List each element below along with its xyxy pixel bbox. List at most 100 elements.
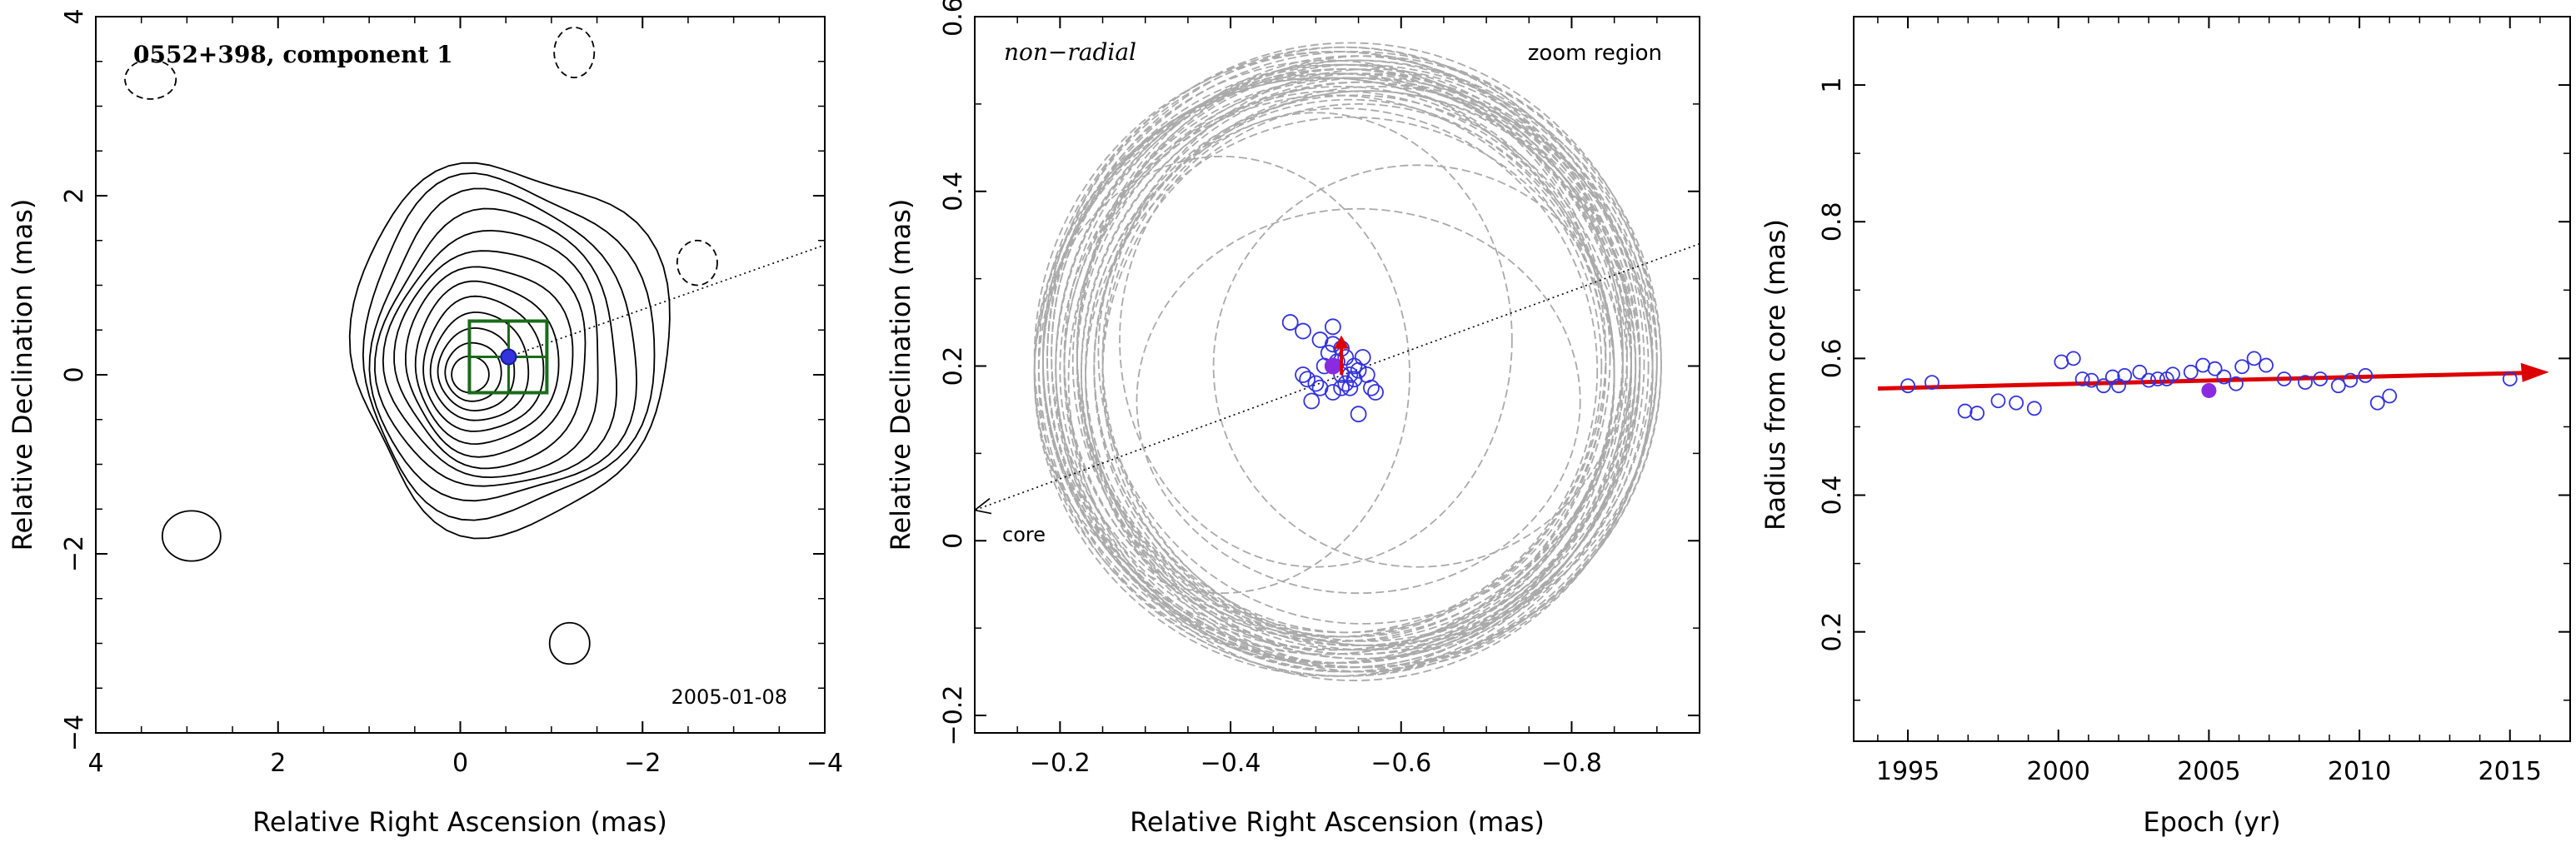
radius-point xyxy=(2343,372,2359,388)
radius-point xyxy=(2216,369,2232,385)
radius-point xyxy=(1957,403,1973,419)
jet-direction-line xyxy=(508,244,825,358)
contour-map-ticks: 4 2 0 −2 −4 −4 −2 0 2 4 xyxy=(60,8,843,778)
contour-level xyxy=(422,295,545,432)
zoom-region-panel: −0.2 −0.4 −0.6 −0.8 −0.2 0 0.2 0.4 0.6 non−radia… xyxy=(885,0,1700,838)
contour-map-x-tick-label: 0 xyxy=(452,749,468,778)
contour-map-y-axis-label: Relative Declination (mas) xyxy=(7,199,38,551)
uncertainty-ellipse xyxy=(1136,207,1581,595)
uncertainty-ellipse xyxy=(1093,86,1658,647)
radius-point xyxy=(2502,371,2518,386)
position-point xyxy=(1303,392,1320,410)
contour-map-y-tick-label: 2 xyxy=(60,187,89,203)
radius-vs-epoch-panel: 1995 2000 2005 2010 2015 0.2 0.4 0.6 0.8 1 Epoch … xyxy=(1760,16,2571,838)
negative-contour xyxy=(553,27,596,79)
zoom-region-x-axis-label: Relative Right Ascension (mas) xyxy=(1130,806,1545,838)
uncertainty-ellipse xyxy=(1051,46,1641,669)
position-point xyxy=(1299,371,1316,388)
negative-contour xyxy=(676,239,718,286)
contour-map-title: 0552+398, component 1 xyxy=(133,41,453,68)
radius-point xyxy=(2195,357,2211,373)
radius-vs-epoch-plot xyxy=(1877,351,2549,421)
uncertainty-ellipse xyxy=(1119,112,1513,568)
radius-point xyxy=(2229,376,2244,391)
contour-level xyxy=(368,187,638,502)
uncertainty-ellipse xyxy=(1212,164,1624,568)
zoom-region-y-tick-label: 0.2 xyxy=(939,346,968,386)
contour-map-x-tick-label: −4 xyxy=(806,749,843,778)
radius-point xyxy=(2150,371,2165,386)
zoom-region-plot xyxy=(975,42,1700,681)
contour-level xyxy=(362,172,656,521)
contour-map-x-axis-label: Relative Right Ascension (mas) xyxy=(252,806,667,838)
highlight-point xyxy=(2201,382,2217,398)
radius-point xyxy=(2207,361,2223,376)
contour-map-y-tick-label: −2 xyxy=(60,536,89,572)
radius-point xyxy=(2165,366,2180,382)
radius-point xyxy=(1900,378,1915,394)
radius-vs-epoch-y-tick-label: 0.8 xyxy=(1818,202,1847,242)
position-point xyxy=(1345,357,1363,375)
contour-island xyxy=(161,510,222,562)
position-point xyxy=(1324,384,1341,401)
position-point xyxy=(1307,375,1325,392)
uncertainty-ellipse xyxy=(1081,77,1654,673)
core-arrowhead xyxy=(975,497,992,515)
zoom-region-x-tick-label: −0.6 xyxy=(1370,749,1431,778)
position-point xyxy=(1324,318,1341,336)
radius-point xyxy=(1969,406,1985,421)
uncertainty-ellipse xyxy=(1076,72,1650,660)
uncertainty-ellipse xyxy=(1041,77,1607,655)
position-point xyxy=(1295,322,1311,340)
radius-vs-epoch-x-tick-label: 2000 xyxy=(2027,757,2090,786)
contour-map-x-tick-label: 4 xyxy=(87,749,103,778)
radius-point xyxy=(1925,375,1939,391)
zoom-region-core-label: core xyxy=(1002,523,1046,546)
component-marker xyxy=(500,348,517,366)
radius-vs-epoch-ticks: 1995 2000 2005 2010 2015 0.2 0.4 0.6 0.8 1 xyxy=(1818,17,2571,786)
uncertainty-ellipse xyxy=(1097,81,1628,625)
radius-point xyxy=(1990,393,2006,409)
radius-point xyxy=(2246,351,2262,366)
radius-point xyxy=(2009,395,2024,411)
radius-point xyxy=(2117,367,2133,383)
position-point xyxy=(1363,379,1380,396)
radius-point xyxy=(2330,378,2346,394)
radius-point xyxy=(2096,378,2111,394)
uncertainty-ellipse xyxy=(1055,63,1662,669)
contour-map-plot xyxy=(124,27,825,665)
position-point xyxy=(1350,406,1367,423)
radius-vs-epoch-y-axis-label: Radius from core (mas) xyxy=(1760,219,1791,531)
position-point xyxy=(1367,384,1384,401)
mean-position-marker xyxy=(1324,357,1341,375)
contour-map-y-tick-label: −4 xyxy=(60,715,89,751)
radius-vs-epoch-frame xyxy=(1853,16,2571,742)
contour-map-x-tick-label: −2 xyxy=(624,749,661,778)
zoom-region-y-tick-label: 0 xyxy=(939,533,968,549)
radius-point xyxy=(2369,395,2385,411)
radius-point xyxy=(2132,364,2148,380)
contour-map-y-tick-label: 4 xyxy=(60,8,89,24)
zoom-region-x-tick-label: −0.8 xyxy=(1541,749,1602,778)
radius-vs-epoch-x-tick-label: 1995 xyxy=(1876,757,1939,786)
radius-point xyxy=(2026,401,2042,416)
contour-map-panel: 4 2 0 −2 −4 −4 −2 0 2 4 0552+398, component 1 200… xyxy=(7,8,843,838)
radius-vs-epoch-x-tick-label: 2015 xyxy=(2479,757,2542,786)
contour-level xyxy=(444,341,502,402)
contour-level xyxy=(348,162,671,540)
radius-point xyxy=(2054,354,2069,370)
contour-level xyxy=(393,250,587,470)
contour-map-frame xyxy=(95,16,826,734)
position-point xyxy=(1333,379,1350,396)
radius-vs-epoch-x-tick-label: 2005 xyxy=(2177,757,2240,786)
contour-map-y-tick-label: 0 xyxy=(60,366,89,382)
uncertainty-ellipse xyxy=(1071,77,1637,647)
contour-level xyxy=(429,311,530,421)
contour-island xyxy=(548,621,591,665)
radius-point xyxy=(2313,371,2328,386)
zoom-region-annotation-right: zoom region xyxy=(1528,41,1662,66)
position-point xyxy=(1281,314,1299,331)
radius-point xyxy=(2074,371,2090,386)
radius-point xyxy=(2065,351,2081,366)
